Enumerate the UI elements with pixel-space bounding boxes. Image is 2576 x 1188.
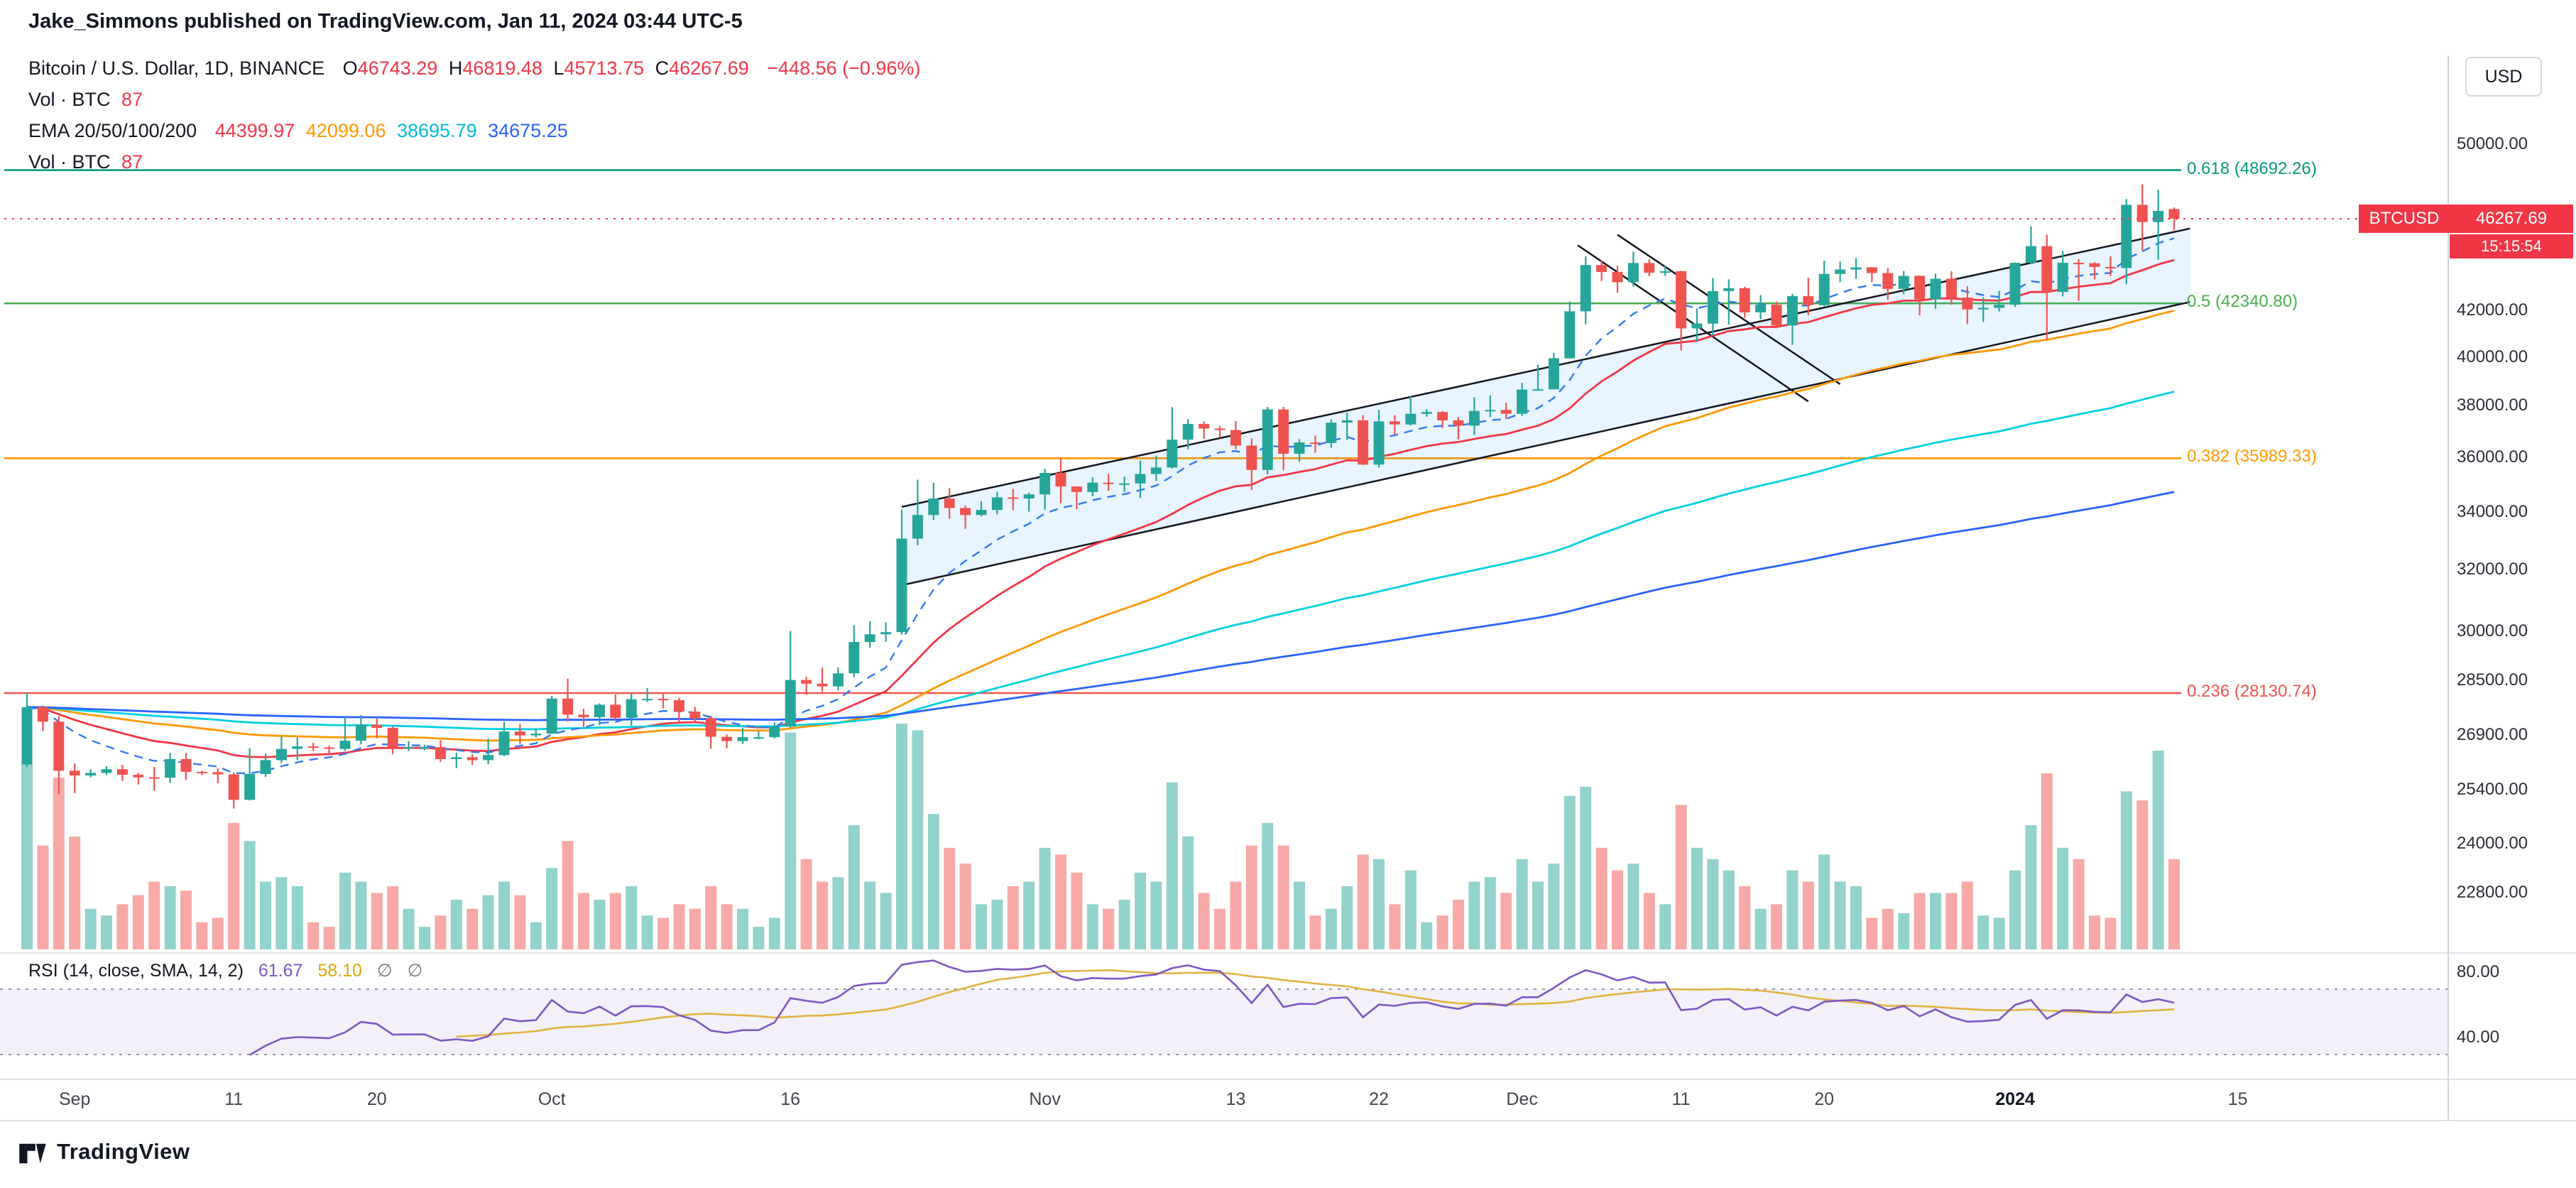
- volume-legend-row-2: Vol · BTC 87: [28, 146, 920, 178]
- price-axis-label: 38000.00: [2457, 396, 2528, 415]
- ema-legend-row: EMA 20/50/100/200 44399.97 42099.06 3869…: [28, 115, 920, 146]
- empty-indicator-icon-2: ∅: [407, 961, 423, 981]
- ohlc-high-label: H: [448, 58, 463, 79]
- price-axis-label: 50000.00: [2457, 134, 2528, 153]
- time-axis-label: Oct: [537, 1089, 566, 1109]
- volume-indicator-title[interactable]: Vol · BTC: [28, 89, 111, 110]
- price-axis-label: 30000.00: [2457, 621, 2528, 641]
- time-axis-label: 22: [1369, 1089, 1389, 1109]
- ema100-value: 38695.79: [396, 120, 477, 141]
- ohlc-high-value: 46819.48: [462, 58, 542, 79]
- rsi-value: 61.67: [258, 961, 303, 981]
- fib-label: 0.382 (35989.33): [2187, 447, 2317, 467]
- price-line-symbol-tag: BTCUSD: [2359, 205, 2450, 234]
- price-axis-label: 32000.00: [2457, 560, 2528, 579]
- ohlc-close-value: 46267.69: [669, 58, 749, 79]
- rsi-legend: RSI (14, close, SMA, 14, 2) 61.67 58.10 …: [28, 960, 432, 981]
- bar-countdown-label: 15:15:54: [2450, 234, 2573, 259]
- price-axis-label: 42000.00: [2457, 300, 2528, 320]
- price-axis-label: 36000.00: [2457, 447, 2528, 467]
- fib-label: 0.236 (28130.74): [2187, 682, 2317, 702]
- ema-lines-layer: [26, 237, 2175, 775]
- price-axis-label: 26900.00: [2457, 725, 2528, 745]
- time-axis-label: 11: [224, 1089, 244, 1109]
- volume-value-2: 87: [121, 151, 143, 173]
- publish-attribution: Jake_Simmons published on TradingView.co…: [28, 10, 743, 33]
- chart-legend: Bitcoin / U.S. Dollar, 1D, BINANCE O4674…: [28, 53, 920, 178]
- time-axis-label: Sep: [58, 1089, 91, 1109]
- rsi-lines-layer: [249, 959, 2175, 1056]
- tradingview-logo-icon[interactable]: [17, 1138, 48, 1166]
- rsi-indicator-title[interactable]: RSI (14, close, SMA, 14, 2): [28, 961, 244, 981]
- fib-label: 0.618 (48692.26): [2187, 158, 2317, 178]
- rsi-axis-label: 80.00: [2457, 962, 2500, 981]
- fib-lines-layer: [4, 169, 2181, 694]
- time-axis-label: 13: [1226, 1089, 1246, 1109]
- rsi-band-layer: [0, 988, 2448, 1055]
- ema50-value: 42099.06: [305, 120, 386, 141]
- price-axis-label: 25400.00: [2457, 780, 2528, 800]
- price-axis-label: 22800.00: [2457, 883, 2528, 903]
- tradingview-wordmark: TradingView: [57, 1139, 190, 1164]
- ema-indicator-title[interactable]: EMA 20/50/100/200: [28, 120, 197, 141]
- time-axis-label: 20: [366, 1089, 387, 1109]
- volume-legend-row-1: Vol · BTC 87: [28, 84, 920, 115]
- ohlc-close-label: C: [655, 58, 670, 79]
- time-axis-label: 11: [1671, 1089, 1691, 1109]
- time-axis-label: 2024: [1995, 1089, 2035, 1109]
- ema200-value: 34675.25: [488, 120, 568, 141]
- ohlc-low-label: L: [553, 58, 564, 79]
- time-axis-label: Dec: [1506, 1089, 1538, 1109]
- change-value: −448.56 (−0.96%): [767, 58, 921, 79]
- last-price-label: 46267.69: [2450, 205, 2573, 234]
- ema20-value: 44399.97: [214, 120, 295, 141]
- time-axis-label: 15: [2227, 1089, 2248, 1109]
- symbol-title[interactable]: Bitcoin / U.S. Dollar, 1D, BINANCE: [28, 58, 325, 79]
- time-axis-label: 16: [780, 1089, 801, 1109]
- empty-indicator-icon-1: ∅: [376, 961, 393, 981]
- ohlc-low-value: 45713.75: [564, 58, 645, 79]
- pane-separators: [0, 55, 2576, 1121]
- time-axis-label: 20: [1814, 1089, 1835, 1109]
- ohlc-open-value: 46743.29: [357, 58, 438, 79]
- footer: TradingView: [17, 1138, 190, 1166]
- price-axis-label: 34000.00: [2457, 501, 2528, 521]
- currency-button[interactable]: USD: [2465, 57, 2542, 97]
- price-axis-label: 28500.00: [2457, 670, 2528, 690]
- price-axis-label: 24000.00: [2457, 834, 2528, 854]
- price-axis-label: 40000.00: [2457, 347, 2528, 366]
- channel-drawing-layer[interactable]: [901, 227, 2190, 587]
- rsi-axis-label: 40.00: [2457, 1028, 2500, 1047]
- rsi-sma-value: 58.10: [317, 961, 362, 981]
- volume-value: 87: [121, 89, 143, 110]
- volume-layer: [21, 724, 2180, 949]
- volume-indicator-title-2[interactable]: Vol · BTC: [28, 151, 111, 173]
- ohlc-open-label: O: [342, 58, 358, 79]
- fib-label: 0.5 (42340.80): [2187, 292, 2298, 312]
- legend-symbol-row: Bitcoin / U.S. Dollar, 1D, BINANCE O4674…: [28, 53, 920, 84]
- time-axis-label: Nov: [1029, 1089, 1061, 1109]
- candles-layer: [21, 184, 2180, 809]
